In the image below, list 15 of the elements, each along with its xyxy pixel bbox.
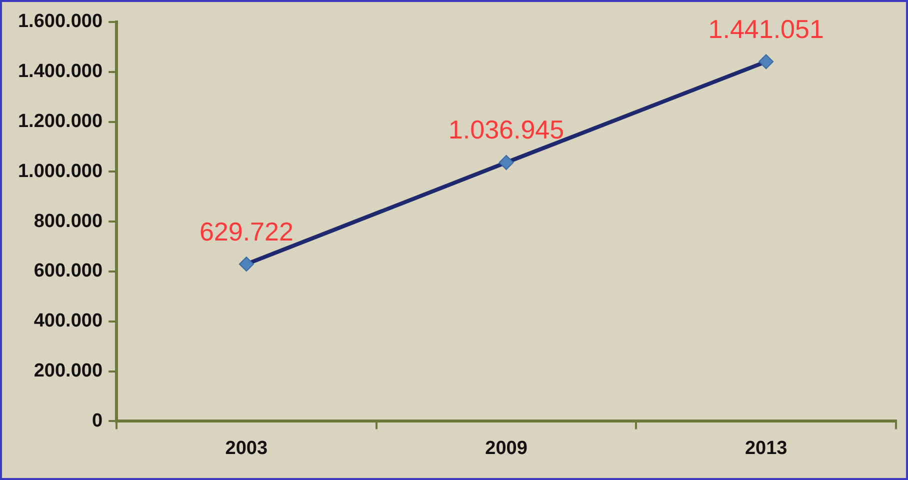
text: 1.036.945 [448,114,564,145]
text: 1.441.051 [708,14,824,44]
x-tick-label: 2013 [744,438,788,459]
y-tick-label: 1.000.000 [18,160,103,182]
y-tick-label: 400.000 [34,310,103,332]
x-tick-label: 2009 [485,438,528,459]
y-tick-label: 800.000 [34,210,103,232]
y-tick-label: 1.600.000 [18,11,103,32]
y-tick-label: 1.200.000 [18,111,103,132]
y-tick-label: 200.000 [34,360,103,382]
x-tick-label: 2003 [225,438,268,459]
y-tick-label: 1.400.000 [18,61,103,82]
y-tick-label: 0 [92,410,103,432]
text: 629.722 [199,216,294,246]
y-tick-label: 600.000 [34,260,103,282]
